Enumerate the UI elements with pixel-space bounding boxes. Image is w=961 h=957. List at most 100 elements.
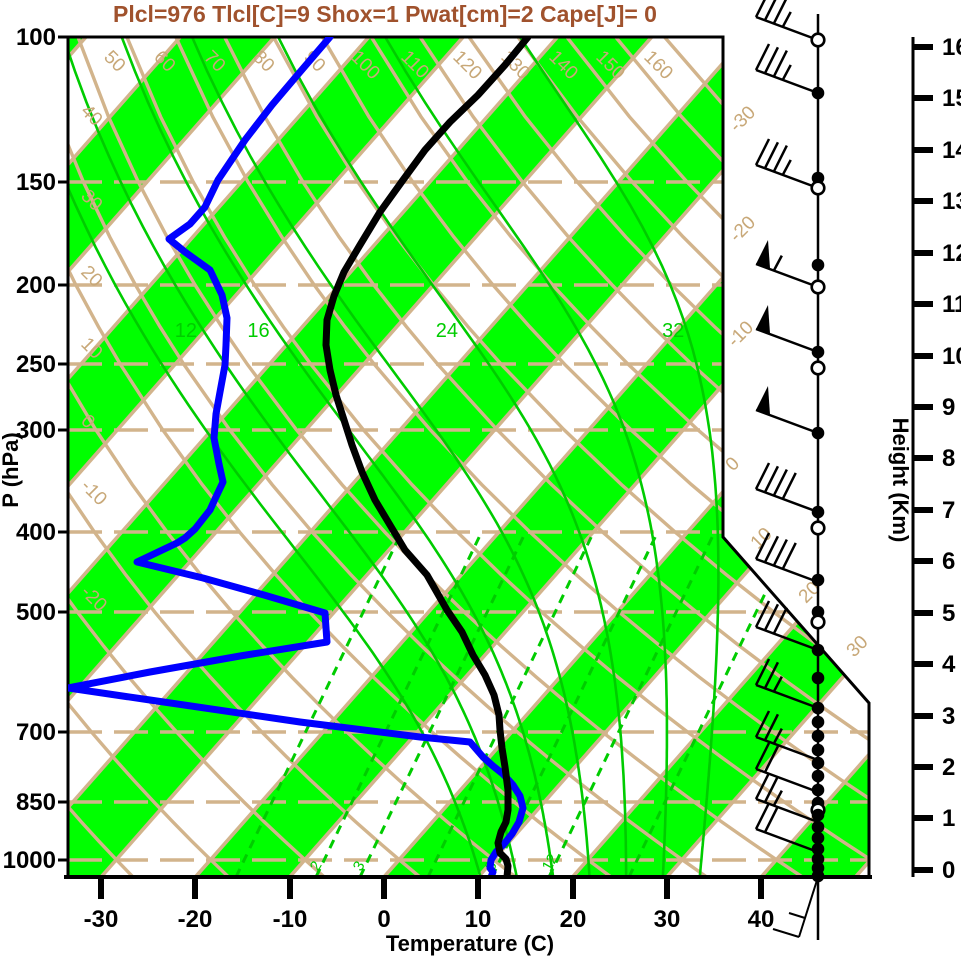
wind-barb-half-feather	[788, 912, 806, 919]
height-tick-label: 3	[942, 703, 955, 730]
temperature-axis: -30 -20 -10 0 10 20 30 40	[64, 875, 872, 933]
pressure-tick-label: 300	[16, 417, 56, 444]
wind-barb	[754, 43, 819, 95]
pressure-tick-label: 850	[16, 789, 56, 816]
chart-title: Plcl=976 Tlcl[C]=9 Shox=1 Pwat[cm]=2 Cap…	[113, 1, 657, 27]
wind-barb-feather	[763, 775, 780, 803]
isotherm-line	[99, 37, 842, 877]
pressure-tick-label: 400	[16, 519, 56, 546]
isotherm-line	[665, 37, 869, 877]
moist-adiabat-line	[190, 37, 591, 877]
wind-barb-feather	[754, 710, 771, 738]
wind-barb	[755, 240, 819, 289]
station-circle-filled	[811, 643, 825, 657]
moist-adiabat-line	[120, 37, 555, 877]
station-circle-open	[810, 520, 826, 536]
wind-barb-feather	[754, 462, 771, 490]
green-band	[68, 37, 652, 877]
mixing-ratio-label: 12	[539, 851, 562, 874]
green-band	[572, 37, 869, 877]
pressure-tick-label: 1000	[3, 847, 56, 874]
temperature-tick-label: 0	[377, 906, 390, 933]
wind-barb-feather	[772, 145, 788, 173]
dewpoint-curve	[68, 37, 527, 877]
station-circle-filled	[811, 808, 825, 822]
wind-barb	[755, 305, 819, 354]
wind-barb-half-feather	[772, 790, 783, 807]
height-axis: 012345678910111213141516	[911, 34, 961, 884]
height-tick-label: 13	[942, 188, 961, 215]
wind-barb-feather	[754, 43, 771, 71]
station-circle-filled	[811, 258, 825, 272]
wind-barb-feather	[763, 805, 780, 833]
wind-barb-feather	[781, 472, 797, 500]
wind-barb	[754, 0, 819, 42]
dry-adiabat-line	[68, 37, 230, 877]
wind-barb-feather	[763, 535, 780, 563]
moist-adiabat-label: 12	[175, 320, 197, 342]
station-circle-filled	[811, 820, 825, 834]
height-tick-label: 6	[942, 548, 955, 575]
dry-adiabat-line	[68, 37, 708, 877]
height-tick-label: 15	[942, 85, 961, 112]
wind-barb-feather	[763, 661, 780, 689]
station-circle-filled	[811, 426, 825, 440]
height-tick-label: 8	[942, 445, 955, 472]
dry-adiabat-line	[467, 37, 869, 877]
wind-barb	[755, 386, 819, 435]
station-circle-open	[810, 180, 826, 196]
station-circle-open	[810, 32, 826, 48]
wind-barb-feather	[763, 465, 780, 493]
pressure-tick-label: 500	[16, 599, 56, 626]
wind-barb-half-feather	[772, 728, 783, 745]
moist-adiabat-label: 32	[662, 320, 684, 342]
dry-adiabat-line	[68, 37, 326, 877]
isotherm-label: -30	[726, 102, 760, 136]
temperature-tick-label: -10	[273, 906, 308, 933]
station-circle-filled	[811, 715, 825, 729]
pressure-tick-label: 150	[16, 169, 56, 196]
wind-barb	[754, 772, 819, 824]
wind-barb-feather	[754, 742, 771, 770]
dry-adiabat-line	[68, 37, 517, 877]
height-tick-label: 0	[942, 857, 955, 884]
station-circle-open	[810, 279, 826, 295]
wind-barb-feather	[781, 542, 797, 570]
height-tick-label: 1	[942, 805, 955, 832]
green-band	[68, 37, 464, 877]
wind-barb-half-feather	[781, 159, 792, 176]
moist-adiabat-labels: 12 16 24 32	[175, 320, 685, 342]
station-circle-filled	[811, 852, 825, 866]
wind-barb-feather	[754, 532, 771, 560]
wind-barb-shaft	[755, 163, 819, 190]
station-circle-open	[810, 614, 826, 630]
station-circle-filled	[811, 701, 825, 715]
moist-adiabat-line	[384, 37, 669, 877]
dry-adiabat-line	[125, 37, 869, 877]
isotherm-line	[68, 37, 559, 877]
station-circle-filled	[811, 573, 825, 587]
wind-barb-feather	[754, 0, 766, 18]
dry-adiabat-label: 160	[639, 47, 676, 84]
wind-barb-feather	[772, 50, 788, 78]
wind-barb	[754, 138, 819, 190]
wind-barb	[754, 710, 819, 762]
wind-barb-feather	[763, 745, 780, 773]
height-tick-label: 10	[942, 343, 961, 370]
temperature-tick-label: -20	[178, 906, 213, 933]
wind-barb-feather	[763, 141, 780, 169]
temperature-tick-label: -30	[84, 906, 119, 933]
wind-barb	[754, 802, 819, 854]
isotherm-line	[68, 37, 654, 877]
wind-barb-shaft	[755, 767, 819, 794]
wind-barb-half-feather	[772, 255, 783, 272]
station-circle-filled	[811, 842, 825, 856]
moist-adiabat-line	[518, 37, 720, 877]
wind-barb-shaft	[798, 876, 819, 938]
wind-barb-shaft	[755, 735, 819, 762]
dry-adiabat-line	[68, 37, 422, 877]
dry-adiabat-label: -10	[76, 476, 110, 510]
wind-barb-feather	[763, 0, 777, 21]
wind-barb-shaft	[755, 625, 819, 652]
